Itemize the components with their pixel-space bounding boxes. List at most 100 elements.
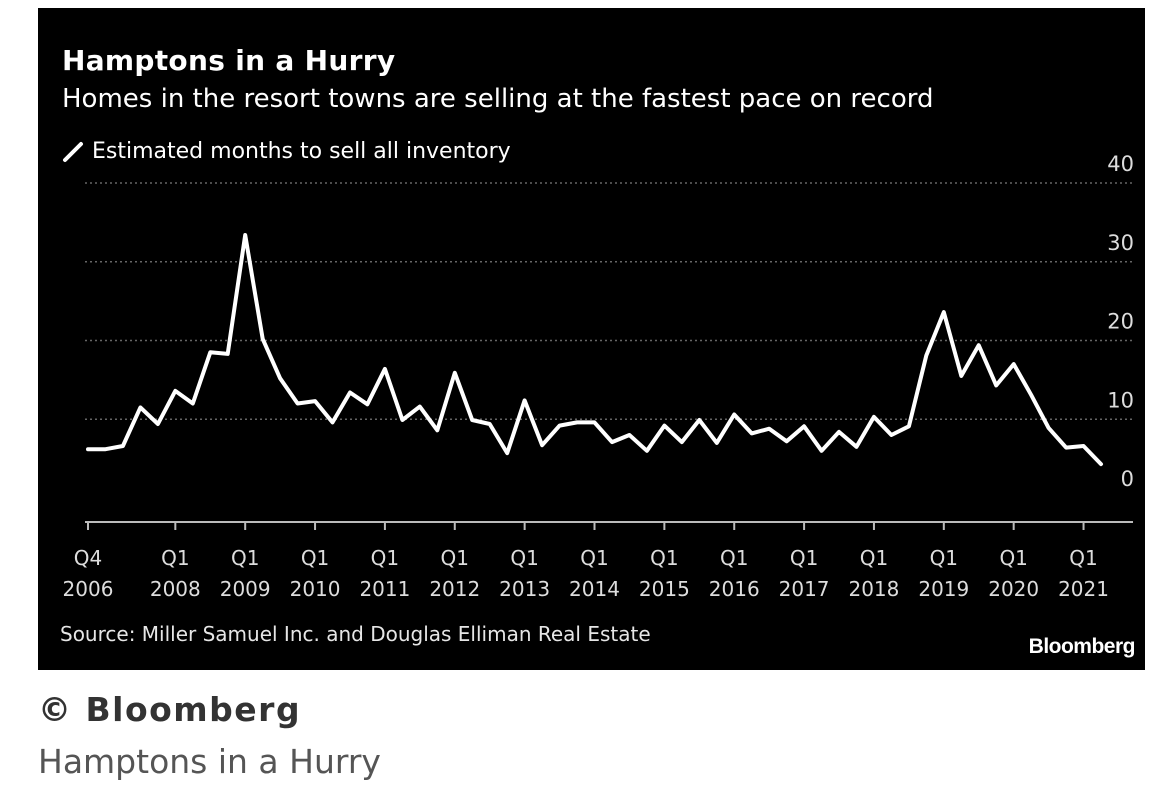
x-tick-label-quarter-4: Q1 bbox=[371, 546, 399, 570]
x-tick-label-quarter-7: Q1 bbox=[580, 546, 608, 570]
source-note: Source: Miller Samuel Inc. and Douglas E… bbox=[60, 622, 651, 646]
data-point bbox=[577, 422, 578, 423]
x-tick-label-year-13: 2020 bbox=[988, 577, 1039, 601]
data-point bbox=[1013, 364, 1014, 365]
x-tick-label-quarter-1: Q1 bbox=[161, 546, 189, 570]
legend-label: Estimated months to sell all inventory bbox=[92, 139, 511, 164]
data-point bbox=[1066, 447, 1067, 448]
data-point bbox=[122, 446, 123, 447]
data-point bbox=[489, 423, 490, 424]
data-point bbox=[367, 404, 368, 405]
data-point bbox=[157, 423, 158, 424]
data-point bbox=[507, 453, 508, 454]
data-point bbox=[454, 372, 455, 373]
data-point bbox=[402, 420, 403, 421]
data-point bbox=[978, 345, 979, 346]
x-tick-label-year-12: 2019 bbox=[918, 577, 969, 601]
data-point bbox=[437, 430, 438, 431]
x-tick-label-year-10: 2017 bbox=[779, 577, 830, 601]
data-point bbox=[856, 446, 857, 447]
data-point bbox=[105, 449, 106, 450]
data-point bbox=[210, 352, 211, 353]
data-point bbox=[804, 426, 805, 427]
data-point bbox=[611, 442, 612, 443]
data-point bbox=[908, 426, 909, 427]
x-tick-label-quarter-0: Q4 bbox=[74, 546, 102, 570]
data-point bbox=[315, 401, 316, 402]
x-tick-label-year-1: 2008 bbox=[150, 577, 201, 601]
data-point bbox=[681, 442, 682, 443]
data-point bbox=[384, 368, 385, 369]
chart-card: 0 10 20 30 40 Q4 2006 Q1 2008 Q1 2009 Q1 2010 Q1 2011 Q… bbox=[38, 8, 1145, 670]
data-point bbox=[227, 353, 228, 354]
x-tick-label-year-0: 2006 bbox=[63, 577, 114, 601]
data-point bbox=[559, 425, 560, 426]
data-point bbox=[716, 442, 717, 443]
data-point bbox=[646, 450, 647, 451]
data-point bbox=[699, 420, 700, 421]
data-point bbox=[1031, 394, 1032, 395]
x-tick-label-quarter-5: Q1 bbox=[441, 546, 469, 570]
line-chart: 0 10 20 30 40 Q4 2006 Q1 2008 Q1 2009 Q1 2010 Q1 2011 Q… bbox=[63, 152, 1134, 601]
data-point bbox=[1083, 446, 1084, 447]
data-point bbox=[140, 407, 141, 408]
x-tick-label-year-8: 2015 bbox=[639, 577, 690, 601]
data-point bbox=[472, 420, 473, 421]
x-tick-label-year-6: 2013 bbox=[499, 577, 550, 601]
x-tick-label-quarter-12: Q1 bbox=[930, 546, 958, 570]
data-point bbox=[88, 449, 89, 450]
data-point bbox=[961, 375, 962, 376]
data-point bbox=[751, 433, 752, 434]
x-tick-label-year-14: 2021 bbox=[1058, 577, 1109, 601]
data-point bbox=[542, 445, 543, 446]
x-tick-label-quarter-10: Q1 bbox=[790, 546, 818, 570]
data-point bbox=[175, 390, 176, 391]
data-point bbox=[873, 416, 874, 417]
data-point bbox=[524, 400, 525, 401]
data-point bbox=[786, 441, 787, 442]
data-point bbox=[1048, 427, 1049, 428]
caption-title: Hamptons in a Hurry bbox=[38, 742, 381, 781]
data-point bbox=[1101, 464, 1102, 465]
y-tick-label-0: 0 bbox=[1121, 467, 1134, 491]
data-point bbox=[245, 234, 246, 235]
data-point bbox=[332, 422, 333, 423]
x-tick-label-year-4: 2011 bbox=[359, 577, 410, 601]
data-point bbox=[629, 435, 630, 436]
x-tick-label-quarter-13: Q1 bbox=[999, 546, 1027, 570]
y-tick-label-40: 40 bbox=[1107, 152, 1134, 176]
data-point bbox=[280, 378, 281, 379]
chart-subtitle: Homes in the resort towns are selling at… bbox=[62, 84, 934, 114]
data-point bbox=[594, 422, 595, 423]
x-tick-label-quarter-9: Q1 bbox=[720, 546, 748, 570]
x-tick-label-quarter-3: Q1 bbox=[301, 546, 329, 570]
y-tick-label-20: 20 bbox=[1107, 310, 1134, 334]
data-point bbox=[297, 403, 298, 404]
data-point bbox=[839, 431, 840, 432]
data-point bbox=[996, 385, 997, 386]
x-tick-label-year-2: 2009 bbox=[220, 577, 271, 601]
data-point bbox=[734, 414, 735, 415]
data-point bbox=[821, 450, 822, 451]
data-point bbox=[891, 435, 892, 436]
data-point bbox=[262, 338, 263, 339]
x-tick-label-year-9: 2016 bbox=[709, 577, 760, 601]
legend-line-icon bbox=[63, 141, 83, 162]
x-tick-label-year-3: 2010 bbox=[290, 577, 341, 601]
data-point bbox=[192, 403, 193, 404]
series-line-months-to-sell bbox=[86, 233, 1103, 467]
chart-title: Hamptons in a Hurry bbox=[62, 44, 396, 77]
x-tick-label-quarter-14: Q1 bbox=[1069, 546, 1097, 570]
y-tick-label-10: 10 bbox=[1107, 388, 1134, 412]
x-tick-label-quarter-6: Q1 bbox=[510, 546, 538, 570]
bloomberg-logo: Bloomberg bbox=[1028, 635, 1136, 658]
x-tick-label-quarter-8: Q1 bbox=[650, 546, 678, 570]
x-tick-label-quarter-2: Q1 bbox=[231, 546, 259, 570]
x-tick-label-year-7: 2014 bbox=[569, 577, 620, 601]
chart-legend: Estimated months to sell all inventory bbox=[62, 139, 511, 164]
data-point bbox=[419, 406, 420, 407]
data-point bbox=[926, 355, 927, 356]
data-point bbox=[349, 392, 350, 393]
y-tick-label-30: 30 bbox=[1107, 231, 1134, 255]
x-tick-label-year-5: 2012 bbox=[429, 577, 480, 601]
